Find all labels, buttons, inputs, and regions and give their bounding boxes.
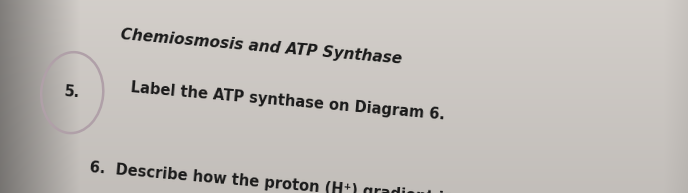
Text: Label the ATP synthase on Diagram 6.: Label the ATP synthase on Diagram 6.: [130, 80, 446, 123]
Text: Chemiosmosis and ATP Synthase: Chemiosmosis and ATP Synthase: [120, 27, 402, 67]
Text: 6.  Describe how the proton (H⁺) gradient is used to make ATP.: 6. Describe how the proton (H⁺) gradient…: [89, 160, 608, 193]
Text: 5.: 5.: [64, 85, 80, 101]
